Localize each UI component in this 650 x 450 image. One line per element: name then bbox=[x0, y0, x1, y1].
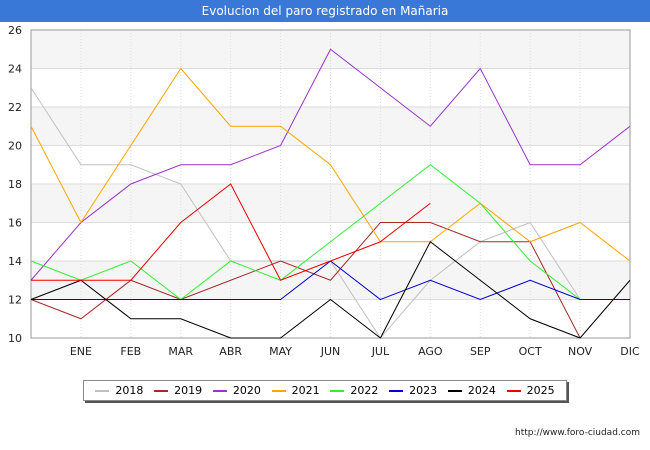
legend-item-2023: 2023 bbox=[389, 384, 437, 397]
y-tick-label: 20 bbox=[8, 140, 22, 153]
x-tick-label: MAR bbox=[168, 345, 193, 358]
legend-item-2019: 2019 bbox=[154, 384, 202, 397]
legend-item-2021: 2021 bbox=[271, 384, 320, 397]
y-tick-label: 16 bbox=[8, 217, 22, 230]
source-url: http://www.foro-ciudad.com bbox=[515, 428, 640, 438]
y-tick-label: 26 bbox=[8, 24, 22, 37]
legend-label: 2023 bbox=[409, 384, 438, 397]
y-tick-label: 22 bbox=[8, 101, 22, 114]
legend-label: 2025 bbox=[526, 384, 555, 397]
x-tick-label: NOV bbox=[568, 345, 593, 358]
legend-swatch bbox=[447, 389, 462, 392]
legend-label: 2018 bbox=[115, 384, 144, 397]
legend-swatch bbox=[154, 389, 169, 392]
x-tick-label: JUN bbox=[320, 345, 341, 358]
legend-swatch bbox=[212, 389, 227, 392]
x-tick-label: MAY bbox=[269, 345, 292, 358]
chart-title: Evolucion del paro registrado en Mañaria bbox=[0, 0, 650, 22]
x-tick-label: ABR bbox=[219, 345, 242, 358]
chart-legend: 2018 2019 2020 2021 2022 2023 2024 2025 bbox=[83, 380, 567, 401]
legend-label: 2019 bbox=[174, 384, 203, 397]
legend-label: 2021 bbox=[291, 384, 320, 397]
legend-swatch bbox=[330, 389, 345, 392]
plot-area bbox=[30, 29, 631, 339]
source-url-text: http://www.foro-ciudad.com bbox=[515, 428, 640, 438]
x-tick-label: OCT bbox=[519, 345, 542, 358]
x-tick-label: FEB bbox=[120, 345, 141, 358]
y-tick-label: 18 bbox=[8, 178, 22, 191]
y-tick-label: 24 bbox=[8, 63, 22, 76]
x-tick-label: JUL bbox=[371, 345, 390, 358]
chart-title-text: Evolucion del paro registrado en Mañaria bbox=[201, 4, 449, 18]
legend-swatch bbox=[389, 389, 404, 392]
x-tick-label: SEP bbox=[470, 345, 491, 358]
legend-label: 2020 bbox=[232, 384, 261, 397]
x-tick-label: AGO bbox=[418, 345, 443, 358]
legend-item-2024: 2024 bbox=[447, 384, 496, 397]
legend-item-2018: 2018 bbox=[95, 384, 143, 397]
legend-label: 2022 bbox=[350, 384, 379, 397]
legend-swatch bbox=[95, 389, 110, 392]
legend-swatch bbox=[506, 389, 521, 392]
legend-item-2025: 2025 bbox=[506, 384, 555, 397]
series-line-2022 bbox=[30, 164, 581, 301]
legend-item-2022: 2022 bbox=[330, 384, 378, 397]
y-tick-label: 12 bbox=[8, 294, 22, 307]
series-line-2024 bbox=[30, 240, 631, 339]
legend-swatch bbox=[271, 389, 286, 392]
series-line-2025 bbox=[31, 183, 431, 281]
series-line-2021 bbox=[30, 67, 631, 262]
x-tick-label: DIC bbox=[620, 345, 640, 358]
legend-label: 2024 bbox=[467, 384, 496, 397]
legend-item-2020: 2020 bbox=[212, 384, 261, 397]
y-tick-label: 10 bbox=[8, 332, 22, 345]
x-tick-label: ENE bbox=[70, 345, 92, 358]
y-tick-label: 14 bbox=[8, 255, 22, 268]
series-line-2020 bbox=[30, 48, 631, 281]
